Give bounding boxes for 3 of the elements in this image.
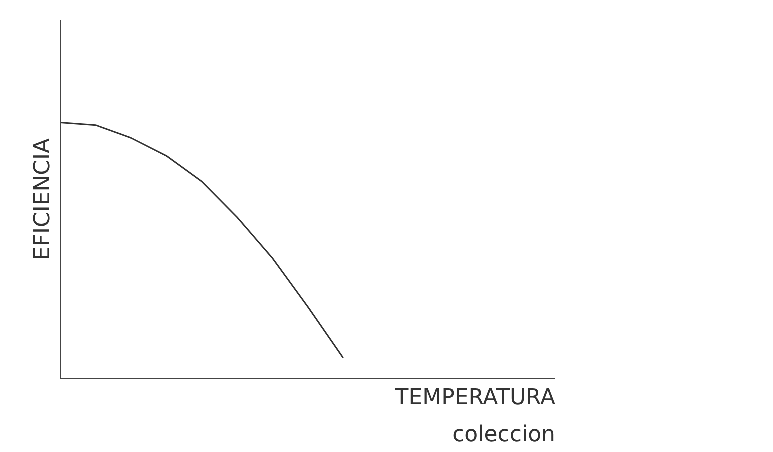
text: coleccion — [452, 422, 556, 448]
x-axis-title: TEMPERATURA — [394, 386, 556, 410]
y-axis-title: EFICIENCIA — [30, 138, 56, 261]
